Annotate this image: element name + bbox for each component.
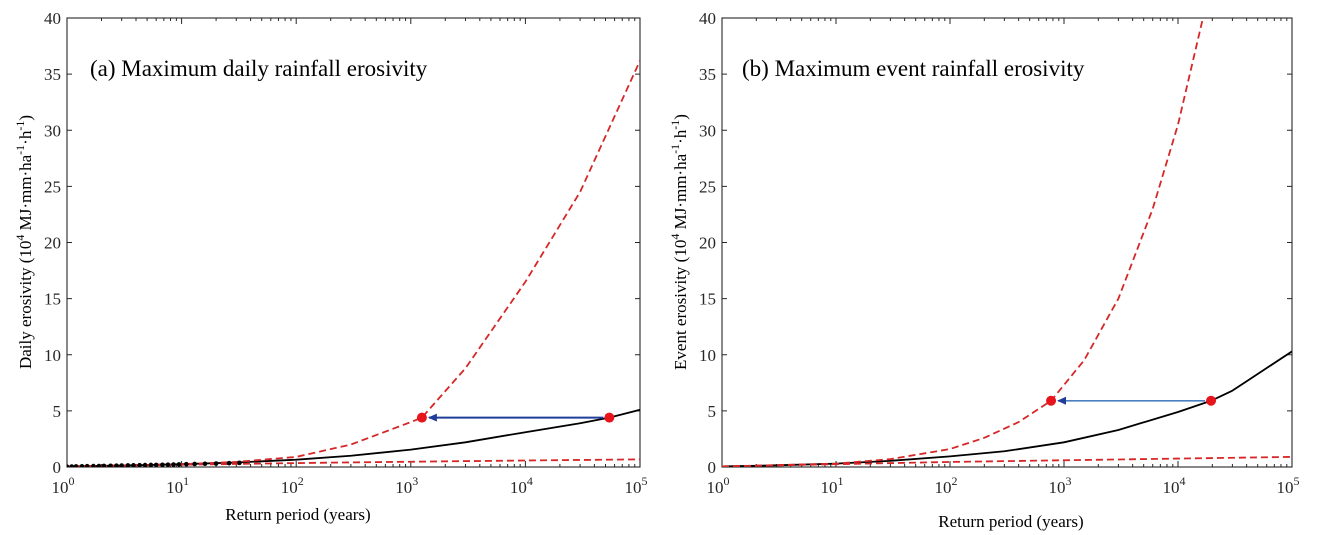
panel-a-y-tick-label: 10 <box>44 346 61 365</box>
panel-a-x-tick-label: 100 <box>52 474 75 497</box>
panel-a-x-tick-label: 105 <box>625 474 648 497</box>
panel-b-x-tick-label: 102 <box>935 474 958 497</box>
panel-a-observation-point <box>125 463 131 467</box>
panel-b-y-tick-label: 30 <box>699 121 716 140</box>
panel-b-x-tick-label: 103 <box>1049 474 1072 497</box>
panel-a-y-tick-label: 40 <box>44 9 61 28</box>
panel-a-y-tick-label: 25 <box>44 177 61 196</box>
panel-b-highlight-marker <box>1046 395 1057 406</box>
panel-b-title: (b) Maximum event rainfall erosivity <box>742 56 1085 81</box>
panel-a-observation-point <box>84 463 90 467</box>
panel-a-observation-point <box>79 464 85 467</box>
panel-a: 0 5 10 15 20 25 30 35 40 100 101 102 103 104 105 (a) M… <box>13 9 648 524</box>
panel-a-plot-area: 0 5 10 15 20 25 30 35 40 100 101 102 103 104 105 <box>44 9 648 497</box>
panel-a-observation-point <box>171 462 176 467</box>
panel-a-y-tick-label: 0 <box>53 458 62 477</box>
panel-a-y-tick-label: 20 <box>44 234 61 253</box>
panel-b-series-fitted-curve <box>722 350 1292 467</box>
panel-a-observation-point <box>226 460 232 466</box>
panel-a-observation-point <box>184 461 189 467</box>
panel-b-y-tick-label: 40 <box>699 9 716 28</box>
panel-b-y-tick-label: 35 <box>699 65 716 84</box>
panel-a-observation-point <box>67 464 70 467</box>
panel-a-series-group <box>67 60 640 467</box>
panel-a-axes-box <box>66 17 641 468</box>
panel-a-observation-point <box>91 463 96 467</box>
panel-a-observation-point <box>153 462 159 467</box>
panel-a-series-dashed-bound <box>67 60 640 467</box>
panel-a-observation-point <box>108 463 113 467</box>
panel-a-y-axis-label: Daily erosivity (104 MJ·mm·ha-1·h-1) <box>13 115 35 369</box>
panel-b-series-dashed-bound <box>722 456 1292 467</box>
panel-b-y-tick-label: 5 <box>708 402 717 421</box>
panel-b: 0 5 10 15 20 25 30 35 40 100 101 102 103 104 105 (b) M… <box>668 9 1300 531</box>
panel-a-title: (a) Maximum daily rainfall erosivity <box>90 56 428 81</box>
panel-a-observation-point <box>176 462 182 467</box>
panel-a-observation-point <box>69 464 75 467</box>
panel-b-y-tick-label: 25 <box>699 177 716 196</box>
panel-a-observation-point <box>131 463 136 467</box>
panel-b-x-tick-label: 101 <box>821 474 844 497</box>
panel-b-plot-area: 0 5 10 15 20 25 30 35 40 100 101 102 103 104 105 <box>699 9 1300 497</box>
panel-a-highlight-marker <box>416 412 427 423</box>
panel-b-y-tick-label: 20 <box>699 234 716 253</box>
panel-a-observation-point <box>96 463 102 467</box>
panel-b-x-tick-label: 105 <box>1277 474 1300 497</box>
panel-a-observation-point <box>213 461 219 466</box>
panel-a-y-tick-label: 5 <box>53 402 62 421</box>
panel-a-observation-point <box>137 462 142 467</box>
panel-b-x-tick-label: 100 <box>707 474 730 497</box>
panel-a-x-axis-label: Return period (years) <box>225 505 370 524</box>
panel-a-observation-point <box>73 464 79 467</box>
panel-a-observation-point <box>237 460 242 466</box>
panel-a-x-tick-label: 103 <box>395 474 418 497</box>
panel-a-observation-point <box>202 461 208 467</box>
panel-a-highlight-marker <box>604 412 615 423</box>
panel-a-observation-point <box>160 462 165 467</box>
panel-a-x-tick-label: 101 <box>166 474 189 497</box>
panel-a-observation-point <box>114 463 119 467</box>
panel-b-y-tick-label: 10 <box>699 346 716 365</box>
panel-a-observation-point <box>142 462 148 467</box>
panel-a-observation-point <box>148 462 154 467</box>
panel-a-observation-point <box>192 461 197 467</box>
panel-b-x-axis-label: Return period (years) <box>938 512 1083 531</box>
panel-b-x-tick-label: 104 <box>1163 474 1186 497</box>
panel-b-y-tick-label: 0 <box>708 458 717 477</box>
panel-b-highlight-marker <box>1206 395 1217 406</box>
panel-a-observation-point <box>101 463 107 467</box>
panel-a-y-tick-label: 35 <box>44 65 61 84</box>
panel-a-x-tick-label: 102 <box>281 474 304 497</box>
panel-a-observation-point <box>165 462 171 467</box>
panel-a-x-tick-label: 104 <box>510 474 533 497</box>
panel-b-series-dashed-bound <box>722 18 1204 467</box>
panel-a-y-tick-label: 30 <box>44 121 61 140</box>
panel-a-series-dashed-bound <box>67 458 640 467</box>
panel-a-observation-point <box>119 463 124 467</box>
panel-b-y-axis-label: Event erosivity (104 MJ·mm·ha-1·h-1) <box>668 114 690 370</box>
panel-b-y-tick-label: 15 <box>699 290 716 309</box>
panel-a-y-tick-label: 15 <box>44 290 61 309</box>
